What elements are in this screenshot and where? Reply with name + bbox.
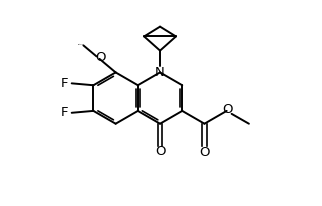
Text: N: N (155, 66, 165, 79)
Text: F: F (61, 106, 69, 119)
Text: methoxy: methoxy (78, 44, 85, 45)
Text: O: O (199, 146, 210, 159)
Text: F: F (61, 77, 69, 90)
Text: O: O (95, 52, 106, 64)
Text: O: O (223, 103, 233, 116)
Text: O: O (155, 145, 165, 158)
